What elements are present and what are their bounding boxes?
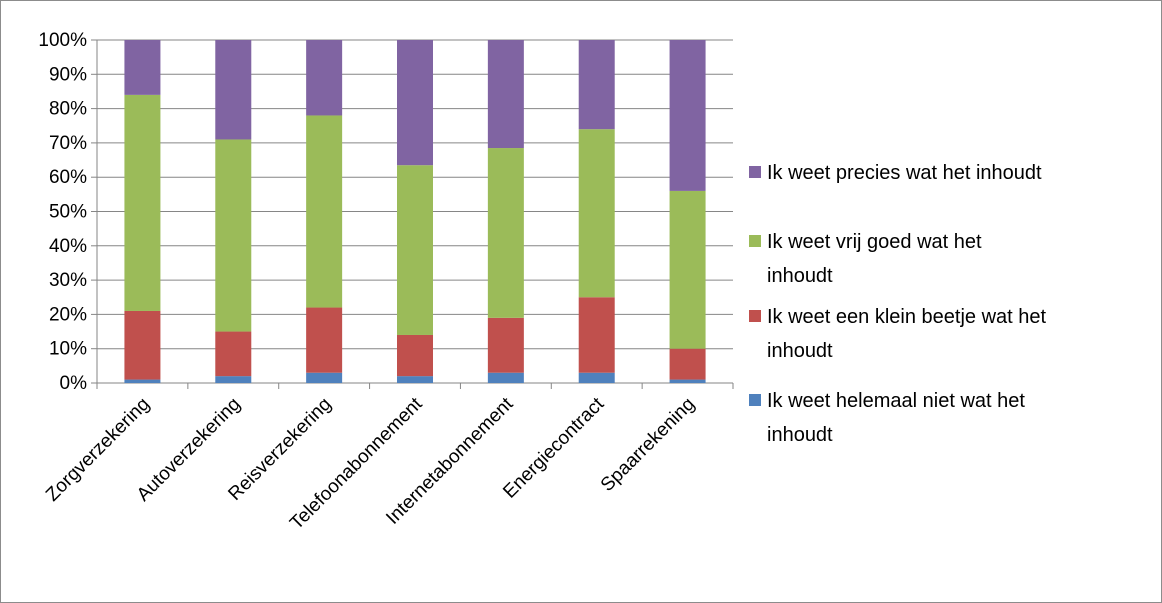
bar-segment-1-1 (215, 331, 252, 377)
bar-segment-5-2 (578, 129, 615, 298)
bar-segment-3-2 (397, 165, 433, 335)
bar-segment-2-3 (306, 40, 343, 116)
bar-segment-4-3 (487, 40, 524, 149)
y-tick-label: 90% (49, 64, 87, 85)
legend-label: Ik weet een klein beetje wat het (767, 306, 1047, 328)
x-category-label: Spaarrekening (597, 394, 699, 496)
y-tick-label: 30% (49, 270, 87, 291)
bar-segment-0-1 (124, 310, 161, 380)
bar-segment-6-1 (669, 348, 706, 380)
bar-segment-2-1 (306, 307, 343, 373)
y-tick-label: 20% (49, 304, 87, 325)
bar-segment-6-2 (669, 190, 706, 349)
legend-swatch-0 (749, 166, 761, 178)
legend-label: Ik weet precies wat het inhoudt (767, 162, 1042, 184)
legend-label: inhoudt (767, 265, 833, 287)
bar-segment-5-3 (578, 40, 615, 130)
legend-swatch-1 (749, 235, 761, 247)
bar-segment-0-0 (124, 379, 161, 383)
bar-segment-1-0 (215, 376, 252, 383)
legend-label: inhoudt (767, 424, 833, 446)
y-tick-label: 70% (49, 133, 87, 154)
bar-segment-3-3 (397, 40, 433, 166)
legend-label: inhoudt (767, 340, 833, 362)
y-tick-label: 50% (49, 202, 87, 223)
bar-segment-6-3 (669, 40, 706, 191)
bar-segment-4-1 (487, 317, 524, 373)
bar-segment-5-0 (578, 372, 615, 383)
y-tick-label: 80% (49, 99, 87, 120)
legend-swatch-3 (749, 394, 761, 406)
legend-label: Ik weet vrij goed wat het (767, 231, 982, 253)
y-tick-label: 10% (49, 339, 87, 360)
bar-segment-4-0 (487, 372, 524, 383)
bar-segment-0-3 (124, 40, 161, 95)
legend-label: Ik weet helemaal niet wat het (767, 390, 1025, 412)
bar-segment-3-0 (397, 376, 433, 383)
bar-segment-2-2 (306, 115, 343, 308)
bar-segment-1-2 (215, 139, 252, 332)
bar-segment-1-3 (215, 40, 252, 140)
bar-segment-2-0 (306, 372, 343, 383)
y-tick-label: 40% (49, 236, 87, 257)
bar-segment-3-1 (397, 334, 433, 377)
y-tick-label: 100% (38, 30, 87, 51)
bar-segment-4-2 (487, 148, 524, 318)
bar-segment-0-2 (124, 94, 161, 311)
y-tick-label: 0% (60, 373, 88, 394)
legend-swatch-2 (749, 310, 761, 322)
bar-segment-6-0 (669, 379, 706, 383)
bar-segment-5-1 (578, 297, 615, 373)
y-tick-label: 60% (49, 167, 87, 188)
